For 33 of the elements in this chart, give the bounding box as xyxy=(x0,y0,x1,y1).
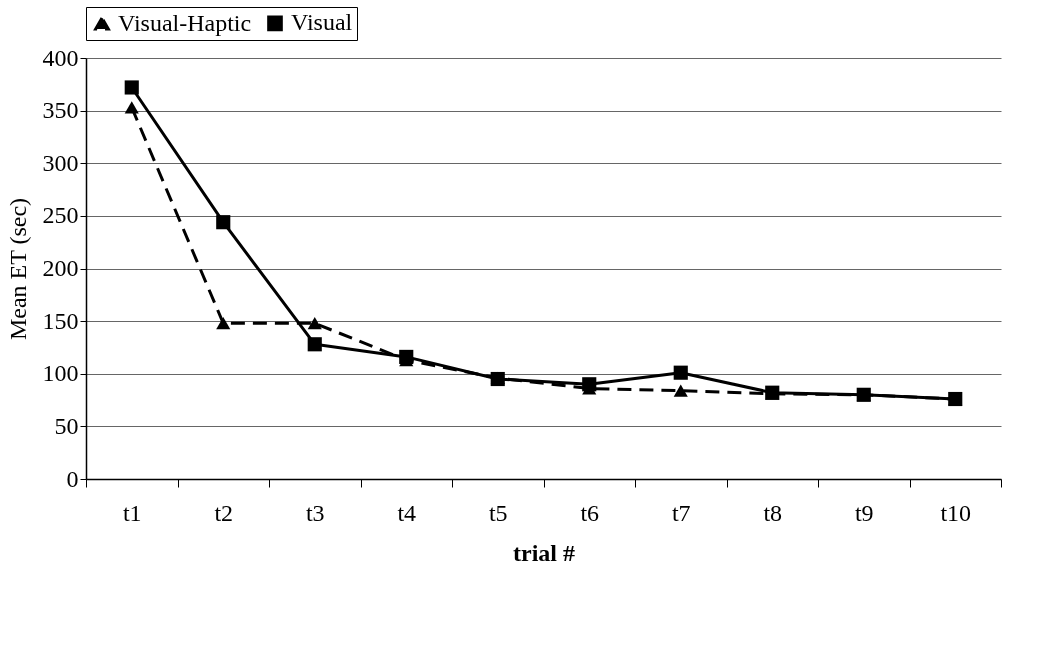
y-tick-label: 400 xyxy=(42,44,79,71)
y-axis-title: Mean ET (sec) xyxy=(4,197,31,341)
point xyxy=(673,384,688,397)
point xyxy=(399,349,414,364)
point xyxy=(124,80,139,95)
x-tick-label: t6 xyxy=(580,499,600,526)
point xyxy=(582,377,597,392)
point xyxy=(307,317,322,330)
y-tick-label: 250 xyxy=(42,202,79,229)
x-tick-label: t10 xyxy=(940,499,972,526)
y-tick-label: 300 xyxy=(42,149,79,176)
x-tick-label: t5 xyxy=(488,499,508,526)
legend-label: Visual xyxy=(291,9,353,36)
point xyxy=(216,317,231,330)
x-tick-label: t2 xyxy=(214,499,234,526)
point xyxy=(673,365,688,380)
y-tick-label: 0 xyxy=(66,465,79,492)
point xyxy=(124,101,139,114)
x-axis-title: trial # xyxy=(513,539,575,566)
x-tick-label: t1 xyxy=(122,499,142,526)
x-tick-label: t4 xyxy=(397,499,417,526)
y-tick-label: 200 xyxy=(42,255,79,281)
x-tick-label: t8 xyxy=(763,499,783,526)
y-tick-label: 50 xyxy=(54,412,79,439)
legend-label: Visual-Haptic xyxy=(118,9,252,36)
y-tick-label: 350 xyxy=(42,97,79,124)
x-tick-label: t9 xyxy=(854,499,874,526)
y-tick-label: 150 xyxy=(42,307,79,334)
x-tick-label: t7 xyxy=(671,499,691,526)
point xyxy=(216,215,231,230)
point xyxy=(307,337,322,352)
y-tick-label: 100 xyxy=(42,360,79,387)
x-tick-label: t3 xyxy=(305,499,325,526)
